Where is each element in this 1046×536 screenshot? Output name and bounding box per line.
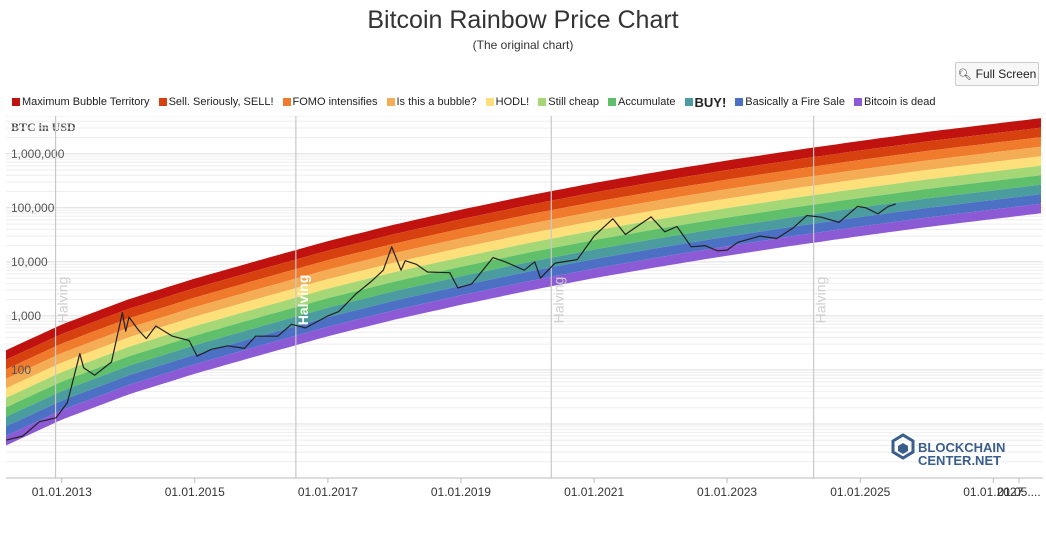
x-tick-label: 01.01.2013 <box>32 485 92 499</box>
legend-swatch <box>282 98 291 106</box>
legend-swatch <box>158 98 167 106</box>
y-tick-label: 100 <box>11 363 31 377</box>
legend: Maximum Bubble Territory Sell. Seriously,… <box>12 94 944 110</box>
x-tick-label: 01.01.2023 <box>697 485 757 499</box>
halving-label: Halving <box>813 277 829 324</box>
legend-swatch <box>608 98 617 106</box>
x-tick-label: 01.01.2025 <box>830 485 890 499</box>
y-axis-label: BTC in USD <box>11 120 76 134</box>
legend-item[interactable]: Is this a bubble? <box>386 96 477 108</box>
legend-label: FOMO intensifies <box>292 96 378 108</box>
legend-swatch <box>12 98 20 106</box>
x-tick-label: 01.01.2019 <box>431 485 491 499</box>
legend-item[interactable]: Maximum Bubble Territory <box>12 96 150 108</box>
legend-label: Accumulate <box>618 96 676 108</box>
legend-item[interactable]: Accumulate <box>608 96 676 108</box>
legend-label: Bitcoin is dead <box>863 96 936 108</box>
legend-swatch <box>684 98 693 106</box>
legend-label: Maximum Bubble Territory <box>22 96 150 108</box>
y-tick-label: 100,000 <box>11 201 55 215</box>
halving-label: Halving <box>295 275 311 326</box>
y-tick-label: 1,000 <box>11 309 41 323</box>
rainbow-bands <box>6 118 1041 446</box>
legend-item[interactable]: Bitcoin is dead <box>853 96 936 108</box>
price-line <box>6 203 896 441</box>
chart-title: Bitcoin Rainbow Price Chart <box>367 6 679 34</box>
x-tick-label: 01.01.2027 <box>963 485 1023 499</box>
y-tick-label: 10,000 <box>11 255 48 269</box>
legend-label: BUY! <box>694 94 727 110</box>
x-tick-label: 01.05.... <box>997 485 1040 499</box>
legend-label: Sell. Seriously, SELL! <box>168 96 274 108</box>
legend-label: Basically a Fire Sale <box>745 96 845 108</box>
legend-item[interactable]: FOMO intensifies <box>282 96 378 108</box>
logo-text-line1: BLOCKCHAIN <box>918 440 1005 455</box>
fullscreen-button[interactable]: 🔍︎ Full Screen <box>955 62 1039 86</box>
legend-item[interactable]: Still cheap <box>538 96 599 108</box>
legend-item[interactable]: Sell. Seriously, SELL! <box>158 96 274 108</box>
legend-swatch <box>386 98 395 106</box>
halving-label: Halving <box>55 277 71 324</box>
legend-item[interactable]: BUY! <box>684 94 727 110</box>
logo-text-line2: CENTER.NET <box>918 453 1001 468</box>
legend-label: HODL! <box>495 96 530 108</box>
legend-swatch <box>538 98 547 106</box>
x-tick-label: 01.01.2021 <box>564 485 624 499</box>
legend-item[interactable]: Basically a Fire Sale <box>735 96 845 108</box>
logo-mark-inner <box>898 443 908 454</box>
legend-swatch <box>485 98 494 106</box>
fullscreen-label: Full Screen <box>975 67 1037 81</box>
legend-swatch <box>735 98 744 106</box>
legend-label: Still cheap <box>548 96 600 108</box>
legend-swatch <box>853 98 862 106</box>
logo-mark <box>891 433 915 460</box>
x-tick-label: 01.01.2017 <box>298 485 358 499</box>
legend-item[interactable]: HODL! <box>485 96 530 108</box>
zoom-in-icon: 🔍︎ <box>957 68 972 81</box>
chart-subtitle: (The original chart) <box>472 38 574 52</box>
legend-label: Is this a bubble? <box>396 96 477 108</box>
y-tick-label: 1,000,000 <box>11 147 65 161</box>
halving-label: Halving <box>550 277 566 324</box>
x-tick-label: 01.01.2015 <box>165 485 225 499</box>
